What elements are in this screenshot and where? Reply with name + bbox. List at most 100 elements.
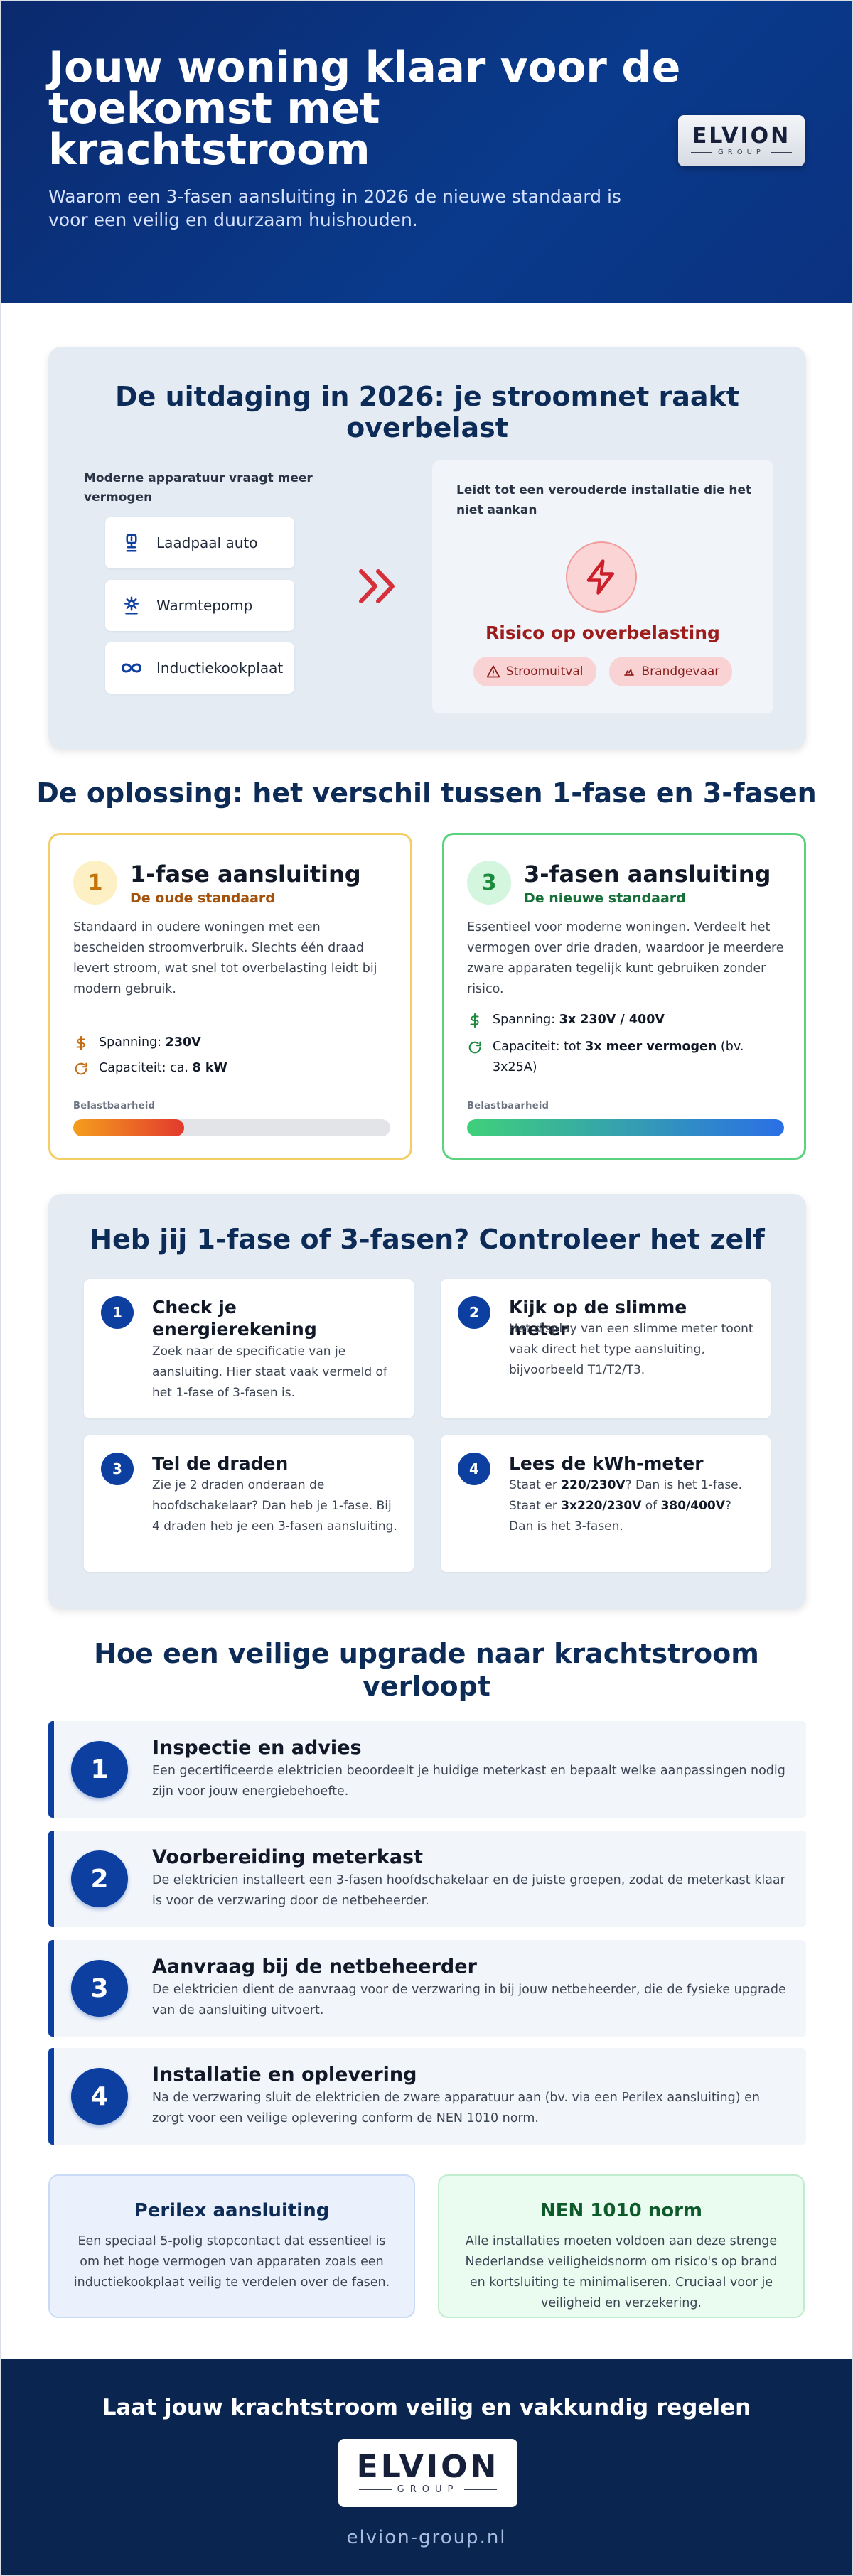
phase-name: 3-fasen aansluiting — [524, 861, 771, 888]
check-card-desc: Het display van een slimme meter toont v… — [509, 1319, 755, 1381]
double-chevron-right-icon — [359, 569, 395, 603]
capacity-suffix: (bv. 3x25A) — [493, 1040, 744, 1074]
hero-subtitle: Waarom een 3-fasen aansluiting in 2026 d… — [48, 186, 621, 230]
refresh-icon — [468, 1041, 481, 1054]
lightning-icon — [566, 541, 637, 613]
check-desc-text: Zie je 2 draden onderaan de hoofdschakel… — [152, 1478, 397, 1534]
perilex-description: Een speciaal 5-polig stopcontact dat ess… — [73, 2234, 390, 2290]
risk-tag: Stroomuitval — [473, 657, 596, 686]
logo-subtext: GROUP — [691, 149, 792, 156]
hero-title: Jouw woning klaar voor de toekomst met k… — [48, 43, 681, 175]
load-bar-fill — [467, 1119, 784, 1136]
check-card-desc: Staat er 220/230V? Dan is het 1-fase. St… — [509, 1475, 755, 1537]
check-number: 3 — [101, 1453, 134, 1485]
risk-tag-label: Brandgevaar — [641, 664, 720, 679]
check-card-desc: Zoek naar de specificatie van je aanslui… — [152, 1342, 398, 1403]
capacity-value: 8 kW — [192, 1061, 227, 1075]
check-desc-text: of — [641, 1499, 661, 1513]
appliance-label: Warmtepomp — [156, 597, 253, 614]
challenge-title: De uitdaging in 2026: je stroomnet raakt… — [115, 381, 739, 443]
check-card: 3 Tel de draden Zie je 2 draden onderaan… — [84, 1435, 414, 1572]
step-number: 2 — [71, 1850, 128, 1907]
voltage-spec: Spanning: 230V — [73, 1033, 386, 1053]
risk-panel: Leidt tot een verouderde installatie die… — [432, 460, 773, 713]
footer: Laat jouw krachtstroom veilig en vakkund… — [1, 2359, 852, 2575]
step-description: De elektricien dient de aanvraag voor de… — [152, 1983, 786, 2017]
upgrade-step: 3 Aanvraag bij de netbeheerder De elektr… — [48, 1940, 806, 2037]
phase-subtitle: De nieuwe standaard — [524, 890, 686, 906]
infinity-icon — [122, 663, 141, 673]
perilex-card: Perilex aansluiting Een speciaal 5-polig… — [48, 2174, 415, 2318]
phase-card-1: 1 1-fase aansluiting De oude standaard S… — [48, 833, 412, 1160]
check-desc-text: ? Dan is het 1-fase. Staat er — [509, 1478, 743, 1513]
upgrade-step: 4 Installatie en oplevering Na de verzwa… — [48, 2048, 806, 2145]
check-desc-text: ? Dan is het 3-fasen. — [509, 1499, 731, 1534]
check-card-title: Lees de kWh-meter — [509, 1453, 704, 1474]
check-desc-text: Het display van een slimme meter toont v… — [509, 1322, 753, 1377]
step-number: 1 — [71, 1741, 128, 1798]
voltage-value: 3x 230V / 400V — [559, 1013, 665, 1027]
heat-pump-icon — [124, 596, 139, 615]
step-number: 3 — [71, 1960, 128, 2017]
step-title: Voorbereiding meterkast — [152, 1846, 424, 1868]
check-number: 2 — [458, 1296, 490, 1329]
challenge-section: De uitdaging in 2026: je stroomnet raakt… — [48, 347, 806, 749]
capacity-spec: Capaciteit: tot 3x meer vermogen (bv. 3x… — [467, 1037, 780, 1078]
phase-name: 1-fase aansluiting — [130, 861, 361, 888]
check-desc-bold: 220/230V — [561, 1478, 626, 1492]
voltage-spec: Spanning: 3x 230V / 400V — [467, 1010, 780, 1030]
load-bar — [467, 1119, 784, 1136]
load-bar — [73, 1119, 390, 1136]
appliance-label: Inductiekookplaat — [156, 659, 284, 677]
load-label: Belastbaarheid — [73, 1101, 156, 1111]
voltage-value: 230V — [165, 1035, 201, 1050]
elvion-logo: ELVION GROUP — [678, 115, 805, 166]
phase-number-badge: 1 — [73, 861, 117, 905]
appliance-item: Warmtepomp — [105, 580, 294, 631]
load-bar-fill — [73, 1119, 185, 1136]
phase-card-3: 3 3-fasen aansluiting De nieuwe standaar… — [442, 833, 806, 1160]
check-title: Heb jij 1-fase of 3-fasen? Controleer he… — [90, 1224, 765, 1255]
capacity-label: Capaciteit: ca. — [99, 1061, 193, 1075]
capacity-spec: Capaciteit: ca. 8 kW — [73, 1058, 386, 1079]
nen-description: Alle installaties moeten voldoen aan dez… — [465, 2234, 778, 2310]
dollar-icon — [76, 1035, 85, 1051]
appliance-item: Laadpaal auto — [105, 517, 294, 568]
check-number: 1 — [101, 1296, 134, 1329]
step-description: Na de verzwaring sluit de elektricien de… — [152, 2091, 760, 2125]
phase-number-badge: 3 — [467, 861, 511, 905]
check-section: Heb jij 1-fase of 3-fasen? Controleer he… — [48, 1194, 806, 1609]
check-card-title: Kijk op de slimme meter — [509, 1297, 687, 1340]
risk-tags: Stroomuitval Brandgevaar — [432, 657, 773, 686]
check-card: 2 Kijk op de slimme meter Het display va… — [441, 1279, 771, 1418]
voltage-label: Spanning: — [493, 1013, 559, 1027]
upgrade-title: Hoe een veilige upgrade naar krachtstroo… — [94, 1638, 759, 1702]
step-description: Een gecertificeerde elektricien beoordee… — [152, 1764, 785, 1799]
risk-title: Risico op overbelasting — [485, 623, 720, 643]
step-number: 4 — [71, 2068, 128, 2125]
logo-wordmark: ELVION — [356, 2448, 500, 2485]
check-card: 4 Lees de kWh-meter Staat er 220/230V? D… — [441, 1435, 771, 1572]
website-link[interactable]: elvion-group.nl — [346, 2527, 507, 2548]
nen-title: NEN 1010 norm — [540, 2200, 703, 2221]
warning-icon — [486, 665, 500, 678]
step-title: Installatie en oplevering — [152, 2064, 417, 2086]
dollar-icon — [470, 1013, 479, 1028]
appliance-label: Laadpaal auto — [156, 534, 258, 551]
step-title: Aanvraag bij de netbeheerder — [152, 1956, 477, 1978]
appliance-item: Inductiekookplaat — [105, 642, 294, 694]
logo-wordmark: ELVION — [692, 123, 791, 149]
check-desc-bold: 380/400V — [660, 1499, 725, 1513]
fire-icon — [623, 669, 634, 676]
footer-title: Laat jouw krachtstroom veilig en vakkund… — [102, 2395, 751, 2420]
check-card: 1 Check je energierekening Zoek naar de … — [84, 1279, 414, 1418]
check-card-title: Check je energierekening — [152, 1297, 317, 1340]
upgrade-step: 1 Inspectie en advies Een gecertificeerd… — [48, 1721, 806, 1818]
charging-station-icon — [126, 534, 137, 552]
hero-banner: Jouw woning klaar voor de toekomst met k… — [1, 1, 852, 303]
footer-logo: ELVION GROUP — [338, 2439, 517, 2507]
logo-subtext: GROUP — [359, 2484, 498, 2495]
capacity-value: 3x meer vermogen — [585, 1040, 717, 1054]
perilex-title: Perilex aansluiting — [134, 2200, 330, 2221]
